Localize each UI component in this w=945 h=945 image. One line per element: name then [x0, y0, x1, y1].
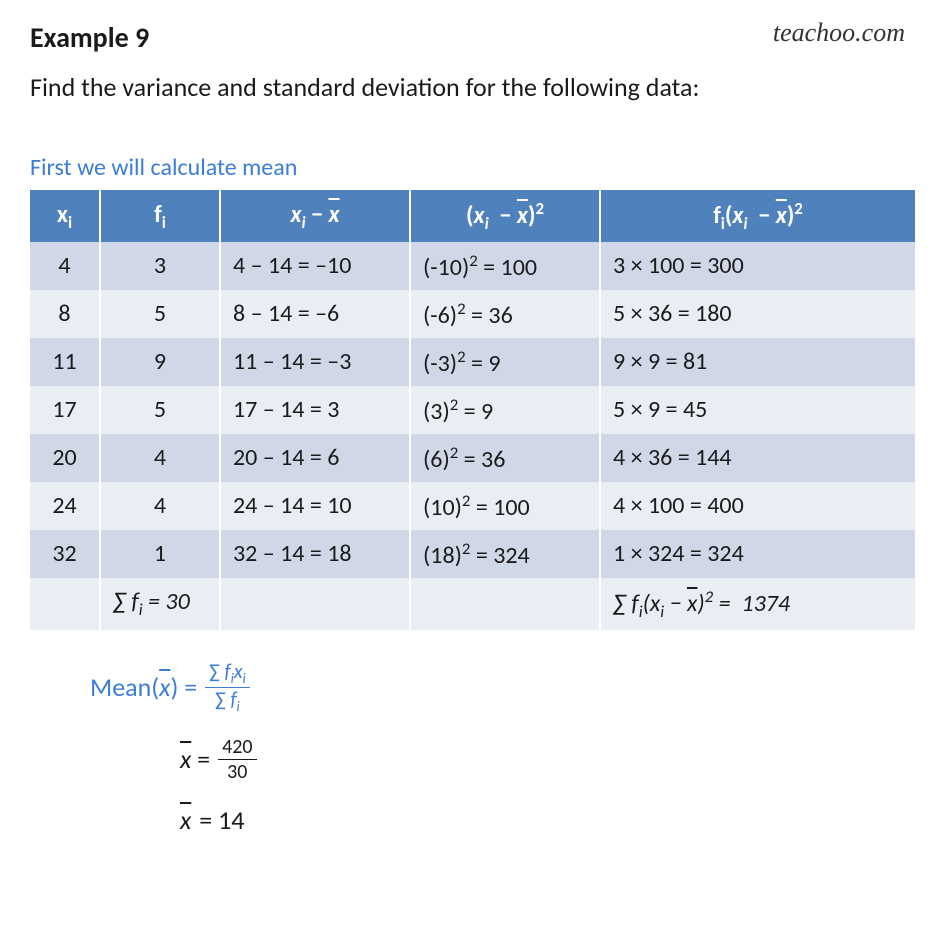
- cell-fsq: 5 × 9 = 45: [600, 386, 915, 434]
- cell-sq: (3)2 = 9: [410, 386, 600, 434]
- cell-fsq: 4 × 36 = 144: [600, 434, 915, 482]
- cell-diff: 32 – 14 = 18: [220, 530, 410, 578]
- cell-fi: 9: [100, 338, 220, 386]
- formula-section: Mean(x) = ∑ fixi ∑ fi x = 420 30 x = 14: [30, 660, 915, 836]
- cell-diff: 24 – 14 = 10: [220, 482, 410, 530]
- cell-sq: (-3)2 = 9: [410, 338, 600, 386]
- sum-fi: ∑ fi = 30: [100, 578, 220, 630]
- header-xi: xi: [30, 190, 100, 242]
- header-sq: (xi − x)2: [410, 190, 600, 242]
- sum-row: ∑ fi = 30 ∑ fi(xi − x)2 = 1374: [30, 578, 915, 630]
- subtitle: First we will calculate mean: [30, 153, 915, 182]
- table-row: 8 5 8 – 14 = –6 (-6)2 = 36 5 × 36 = 180: [30, 290, 915, 338]
- header-fi: fi: [100, 190, 220, 242]
- cell-fi: 5: [100, 386, 220, 434]
- step2-den: 30: [218, 760, 256, 784]
- cell-xi: 8: [30, 290, 100, 338]
- cell-xi: 20: [30, 434, 100, 482]
- cell-fsq: 9 × 9 = 81: [600, 338, 915, 386]
- mean-formula: Mean(x) = ∑ fixi ∑ fi: [90, 660, 915, 715]
- mean-frac-num: ∑ fixi: [205, 660, 250, 688]
- step2-num: 420: [218, 735, 256, 760]
- mean-frac-den: ∑ fi: [205, 688, 250, 715]
- cell-xi: 32: [30, 530, 100, 578]
- mean-result: x = 14: [180, 804, 915, 836]
- mean-label: Mean(x) =: [90, 671, 197, 703]
- table-row: 24 4 24 – 14 = 10 (10)2 = 100 4 × 100 = …: [30, 482, 915, 530]
- cell-fsq: 5 × 36 = 180: [600, 290, 915, 338]
- cell-fsq: 3 × 100 = 300: [600, 242, 915, 290]
- cell-xi: 4: [30, 242, 100, 290]
- cell-fi: 4: [100, 434, 220, 482]
- cell-sq: (6)2 = 36: [410, 434, 600, 482]
- cell-sq: (18)2 = 324: [410, 530, 600, 578]
- cell-diff: 4 – 14 = –10: [220, 242, 410, 290]
- cell-diff: 17 – 14 = 3: [220, 386, 410, 434]
- sum-sq: [410, 578, 600, 630]
- cell-fi: 5: [100, 290, 220, 338]
- sum-fsq: ∑ fi(xi − x)2 = 1374: [600, 578, 915, 630]
- watermark: teachoo.com: [773, 18, 905, 48]
- cell-sq: (-6)2 = 36: [410, 290, 600, 338]
- cell-fi: 4: [100, 482, 220, 530]
- cell-xi: 11: [30, 338, 100, 386]
- table-row: 17 5 17 – 14 = 3 (3)2 = 9 5 × 9 = 45: [30, 386, 915, 434]
- header-fsq: fi(xi − x)2: [600, 190, 915, 242]
- cell-fi: 1: [100, 530, 220, 578]
- step2-lhs: x =: [180, 743, 210, 775]
- table-row: 11 9 11 – 14 = –3 (-3)2 = 9 9 × 9 = 81: [30, 338, 915, 386]
- table-row: 32 1 32 – 14 = 18 (18)2 = 324 1 × 324 = …: [30, 530, 915, 578]
- cell-sq: (-10)2 = 100: [410, 242, 600, 290]
- sum-xi: [30, 578, 100, 630]
- sum-diff: [220, 578, 410, 630]
- cell-diff: 20 – 14 = 6: [220, 434, 410, 482]
- cell-diff: 8 – 14 = –6: [220, 290, 410, 338]
- cell-diff: 11 – 14 = –3: [220, 338, 410, 386]
- header-diff: xi − x: [220, 190, 410, 242]
- cell-xi: 24: [30, 482, 100, 530]
- table-row: 20 4 20 – 14 = 6 (6)2 = 36 4 × 36 = 144: [30, 434, 915, 482]
- cell-sq: (10)2 = 100: [410, 482, 600, 530]
- cell-fsq: 1 × 324 = 324: [600, 530, 915, 578]
- question-text: Find the variance and standard deviation…: [30, 71, 915, 103]
- cell-xi: 17: [30, 386, 100, 434]
- cell-fi: 3: [100, 242, 220, 290]
- data-table: xi fi xi − x (xi − x)2 fi(xi − x)2 4 3 4…: [30, 190, 915, 630]
- table-row: 4 3 4 – 14 = –10 (-10)2 = 100 3 × 100 = …: [30, 242, 915, 290]
- mean-step2: x = 420 30: [180, 735, 915, 784]
- cell-fsq: 4 × 100 = 400: [600, 482, 915, 530]
